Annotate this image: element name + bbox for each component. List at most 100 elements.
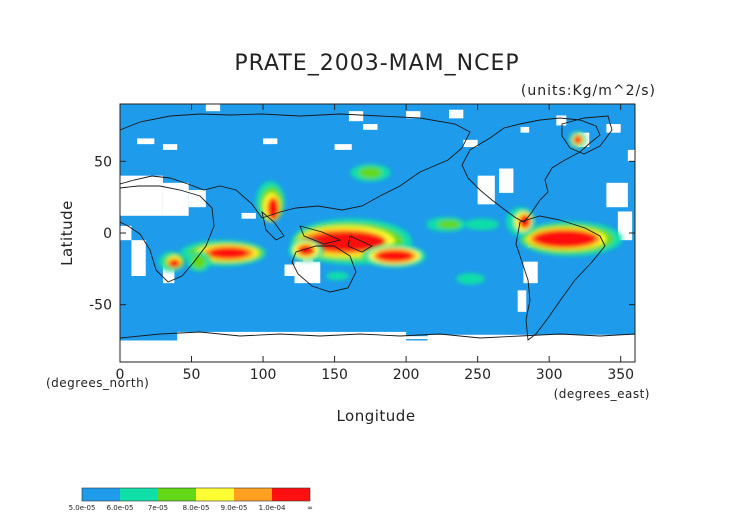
no-data-cell [499,168,514,193]
colorbar-level-label: 9.0e-05 [221,504,248,512]
precip-level-2 [464,218,500,231]
no-data-cell [520,126,530,133]
coastline-eurasia [120,113,471,219]
rain-cluster-5 [288,238,324,262]
colorbar-swatch-1 [82,488,120,501]
precip-level-6 [305,231,387,252]
no-data-cell [517,290,527,312]
no-data-cell [556,115,567,126]
rain-cluster-10 [350,164,391,182]
no-data-cell [188,190,206,208]
x-tick-label: 300 [536,367,563,383]
no-data-cell [334,144,352,150]
no-data-cell [263,138,278,145]
colorbar-level-label: 1.0e-04 [259,504,286,512]
coastline-north-america [461,117,601,223]
no-data-cell [162,144,178,150]
precip-level-3 [437,220,461,229]
coastline-south-america [515,215,606,341]
coastline-africa [120,185,215,283]
no-data-cell [120,175,163,216]
rain-cluster-7 [519,221,623,256]
no-data-cell [463,139,478,147]
colorbar-swatch-2 [120,488,158,501]
precip-level-6 [297,244,315,256]
colorbar-level-label: 7e-05 [148,504,168,512]
y-axis-label: Latitude [58,200,76,266]
colorbar: 5.0e-05 6.0e-05 7e-05 8.0e-05 9.0e-05 1.0e-04… [69,487,313,512]
x-axis-ticks: 0 50 100 150 200 250 300 350 [116,104,634,383]
no-data-cell [606,124,621,133]
rain-cluster-11 [426,217,467,232]
x-tick-label: 50 [183,367,201,383]
x-unit-label: (degrees_east) [554,387,650,401]
colorbar-swatch-5 [234,488,272,501]
colorbar-level-label: 5.0e-05 [69,504,96,512]
rain-cluster-14 [456,273,485,285]
no-data-cell [627,149,635,162]
no-data-cell [162,182,189,216]
rain-cluster-12 [464,218,500,231]
y-tick-label: -50 [89,298,112,314]
no-data-cell [477,175,495,205]
precip-level-2 [456,273,485,285]
no-data-cell [284,264,295,276]
precip-level-3 [358,167,382,179]
precip-level-2 [326,271,349,281]
precip-level-6 [168,258,181,268]
y-tick-label: 0 [103,226,112,242]
colorbar-swatch-3 [158,488,196,501]
colorbar-frame [81,487,311,502]
x-tick-label: 200 [393,367,420,383]
no-data-cell [205,104,221,112]
y-axis-ticks: 50 0 -50 [89,154,635,314]
no-data-cell [377,336,428,340]
x-tick-label: 250 [464,367,491,383]
precip-level-3 [191,254,206,269]
x-tick-label: 350 [607,367,634,383]
coastlines [120,113,635,341]
precip-level-6 [208,247,249,259]
rain-cluster-13 [187,251,211,272]
no-data-cell [606,182,628,208]
units-label: (units:Kg/m^2/s) [521,83,656,99]
rain-cluster-6 [363,244,427,268]
no-data-cell [294,261,321,284]
coastline-greenland [561,115,613,155]
no-data-cell [617,211,633,241]
rain-cluster-15 [326,271,349,281]
no-data-cell [131,240,146,276]
x-tick-label: 100 [250,367,277,383]
no-data-cell [348,111,364,122]
no-data-cell [449,109,464,119]
colorbar-level-label: 6.0e-05 [107,504,134,512]
no-data-cell [406,111,421,119]
y-tick-label: 50 [94,154,112,170]
precip-level-6 [376,250,414,262]
coastline-maritime-continent [261,210,373,253]
colorbar-level-label: 8.0e-05 [183,504,210,512]
precip-level-6 [533,230,597,248]
y-unit-label: (degrees_north) [46,376,149,390]
x-axis-label: Longitude [336,407,415,425]
no-data-cell [162,261,175,284]
coastline-antarctica [120,331,635,339]
colorbar-swatch-4 [196,488,234,501]
colorbar-swatch-6 [272,488,310,501]
coastline-australia [291,245,357,293]
precip-level-6 [267,197,279,221]
no-data-cell [363,124,378,130]
no-data-cell [137,138,155,145]
x-tick-label: 0 [116,367,125,383]
precip-level-6 [573,135,583,145]
rain-cluster-9 [569,131,587,149]
colorbar-level-label: ∞ [307,504,313,512]
no-data-cell [177,331,407,341]
no-data-cell [241,212,256,219]
rain-cluster-2 [158,251,185,272]
no-data-cell [120,340,635,362]
x-tick-label: 150 [321,367,348,383]
plot-area [120,104,635,362]
chart-title: PRATE_2003-MAM_NCEP [234,51,519,76]
